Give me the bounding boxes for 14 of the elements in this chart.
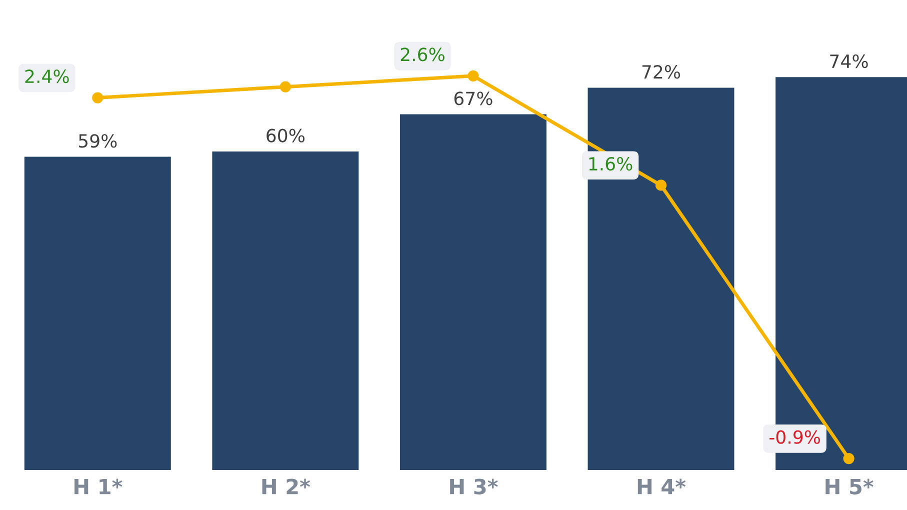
- data-label: 59%: [78, 134, 117, 148]
- x-tick-label: H 4*: [638, 478, 686, 494]
- data-label: -0.9%: [770, 430, 820, 444]
- data-label: 72%: [642, 65, 680, 79]
- data-label: 60%: [266, 128, 304, 142]
- x-tick-label: H 2*: [262, 478, 310, 494]
- x-tick-label: H 5*: [826, 478, 874, 494]
- data-label: 67%: [454, 92, 492, 106]
- data-label: 1.6%: [589, 156, 632, 171]
- x-tick-label: H 1*: [74, 478, 122, 494]
- data-label: 74%: [830, 54, 868, 68]
- data-label: 2.6%: [400, 48, 444, 62]
- data-label: 2.4%: [25, 70, 69, 84]
- x-tick-label: H 3*: [450, 478, 498, 494]
